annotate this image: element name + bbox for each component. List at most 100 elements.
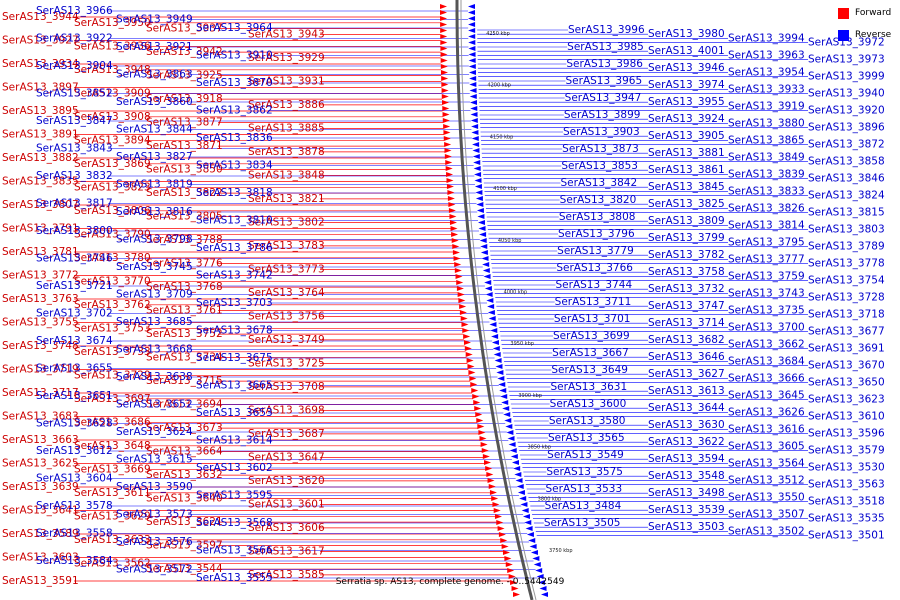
reverse-gene-label: SerAS13_3852 <box>36 88 113 100</box>
reverse-gene-label: SerAS13_3638 <box>116 371 193 383</box>
reverse-gene-arrow <box>488 316 496 321</box>
reverse-gene-arrow <box>515 478 523 483</box>
reverse-gene-arrow <box>468 58 476 63</box>
forward-gene-arrow <box>453 256 461 261</box>
reverse-gene-label: SerAS13_3655 <box>36 363 113 375</box>
reverse-gene-label: SerAS13_3839 <box>728 168 805 180</box>
forward-gene-label: SerAS13_3805 <box>146 211 223 223</box>
forward-gene-arrow <box>505 562 513 567</box>
forward-gene-arrow <box>456 286 464 291</box>
reverse-gene-arrow <box>499 388 507 393</box>
reverse-gene-arrow <box>482 268 490 273</box>
reverse-gene-label: SerAS13_3754 <box>808 275 885 287</box>
forward-gene-arrow <box>442 112 450 117</box>
forward-gene-label: SerAS13_3640 <box>146 493 223 505</box>
forward-gene-arrow <box>440 4 448 9</box>
reverse-gene-label: SerAS13_3530 <box>808 462 885 474</box>
forward-gene-label: SerAS13_3756 <box>248 310 325 322</box>
reverse-gene-arrow <box>491 340 499 345</box>
forward-gene-label: SerAS13_3927 <box>2 35 79 47</box>
forward-gene-label: SerAS13_3948 <box>74 64 151 76</box>
reverse-gene-label: SerAS13_3503 <box>648 521 725 533</box>
reverse-gene-arrow <box>471 136 479 141</box>
forward-gene-arrow <box>440 40 448 45</box>
forward-gene-label: SerAS13_3937 <box>146 23 223 35</box>
forward-gene-label: SerAS13_3772 <box>2 270 79 282</box>
reverse-gene-label: SerAS13_3747 <box>648 300 725 312</box>
forward-gene-label: SerAS13_3686 <box>74 416 151 428</box>
forward-gene-arrow <box>440 64 448 69</box>
reverse-gene-arrow <box>468 46 476 51</box>
reverse-gene-label: SerAS13_3873 <box>562 143 639 155</box>
reverse-gene-track <box>468 4 549 597</box>
reverse-gene-arrow <box>486 298 494 303</box>
reverse-gene-arrow <box>484 280 492 285</box>
reverse-gene-label: SerAS13_3846 <box>808 173 885 185</box>
reverse-gene-label: SerAS13_3549 <box>547 449 624 461</box>
forward-gene-label: SerAS13_3641 <box>2 505 79 517</box>
reverse-gene-label: SerAS13_3610 <box>808 411 885 423</box>
reverse-gene-label: SerAS13_3614 <box>196 435 273 447</box>
reverse-gene-label: SerAS13_3565 <box>548 432 625 444</box>
forward-gene-label: SerAS13_3821 <box>248 193 325 205</box>
reverse-gene-label: SerAS13_3842 <box>561 177 638 189</box>
tick-label: 3750 kbp <box>549 548 573 554</box>
forward-gene-arrow <box>481 448 489 453</box>
forward-gene-label: SerAS13_3585 <box>248 569 325 581</box>
forward-gene-arrow <box>483 460 491 465</box>
forward-gene-label: SerAS13_3617 <box>248 545 325 557</box>
reverse-gene-arrow <box>469 76 477 81</box>
forward-gene-arrow <box>440 58 448 63</box>
forward-gene-arrow <box>504 556 512 561</box>
forward-gene-label: SerAS13_3783 <box>248 240 325 252</box>
reverse-gene-arrow <box>473 160 481 165</box>
reverse-gene-label: SerAS13_3963 <box>728 49 805 61</box>
reverse-gene-label: SerAS13_3964 <box>196 22 273 34</box>
reverse-gene-arrow <box>468 70 476 75</box>
reverse-gene-label: SerAS13_3800 <box>36 225 113 237</box>
forward-gene-label: SerAS13_3734 <box>146 352 223 364</box>
forward-gene-arrow <box>441 82 449 87</box>
reverse-gene-arrow <box>473 166 481 171</box>
forward-gene-label: SerAS13_3790 <box>74 228 151 240</box>
reverse-gene-label: SerAS13_3665 <box>196 380 273 392</box>
reverse-gene-arrow <box>493 352 501 357</box>
reverse-gene-label: SerAS13_3843 <box>36 143 113 155</box>
backbone-arc <box>455 0 534 600</box>
reverse-gene-arrow <box>479 232 487 237</box>
forward-gene-arrow <box>454 262 462 267</box>
reverse-connector-lines <box>108 10 808 579</box>
forward-gene-arrow <box>478 430 486 435</box>
reverse-gene-label: SerAS13_3721 <box>36 280 113 292</box>
reverse-gene-label: SerAS13_3674 <box>36 335 113 347</box>
reverse-gene-label: SerAS13_3819 <box>116 179 193 191</box>
reverse-gene-label: SerAS13_3709 <box>116 289 193 301</box>
tick-label: 4150 kbp <box>490 134 514 140</box>
forward-gene-label: SerAS13_3639 <box>2 481 79 493</box>
forward-gene-arrow <box>451 232 459 237</box>
forward-gene-label: SerAS13_3869 <box>74 158 151 170</box>
forward-gene-label: SerAS13_3773 <box>248 263 325 275</box>
reverse-gene-label: SerAS13_3533 <box>546 483 623 495</box>
forward-gene-label: SerAS13_3950 <box>74 17 151 29</box>
forward-gene-label: SerAS13_3908 <box>74 111 151 123</box>
reverse-gene-label: SerAS13_3986 <box>566 58 643 70</box>
reverse-gene-arrow <box>485 292 493 297</box>
reverse-gene-label: SerAS13_3744 <box>556 279 633 291</box>
reverse-gene-label: SerAS13_3947 <box>565 92 642 104</box>
reverse-gene-label: SerAS13_3758 <box>648 266 725 278</box>
forward-gene-arrow <box>469 376 477 381</box>
genome-caption: Serratia sp. AS13, complete genome. - 0.… <box>335 577 565 587</box>
forward-gene-arrow <box>492 502 500 507</box>
reverse-gene-arrow <box>481 256 489 261</box>
reverse-gene-label: SerAS13_3903 <box>563 126 640 138</box>
forward-gene-label: SerAS13_3748 <box>2 340 79 352</box>
forward-gene-arrow <box>441 94 449 99</box>
reverse-gene-label: SerAS13_3644 <box>648 402 725 414</box>
forward-gene-label: SerAS13_3620 <box>248 475 325 487</box>
forward-gene-arrow <box>459 310 467 315</box>
forward-gene-arrow <box>441 88 449 93</box>
forward-gene-arrow <box>451 238 459 243</box>
